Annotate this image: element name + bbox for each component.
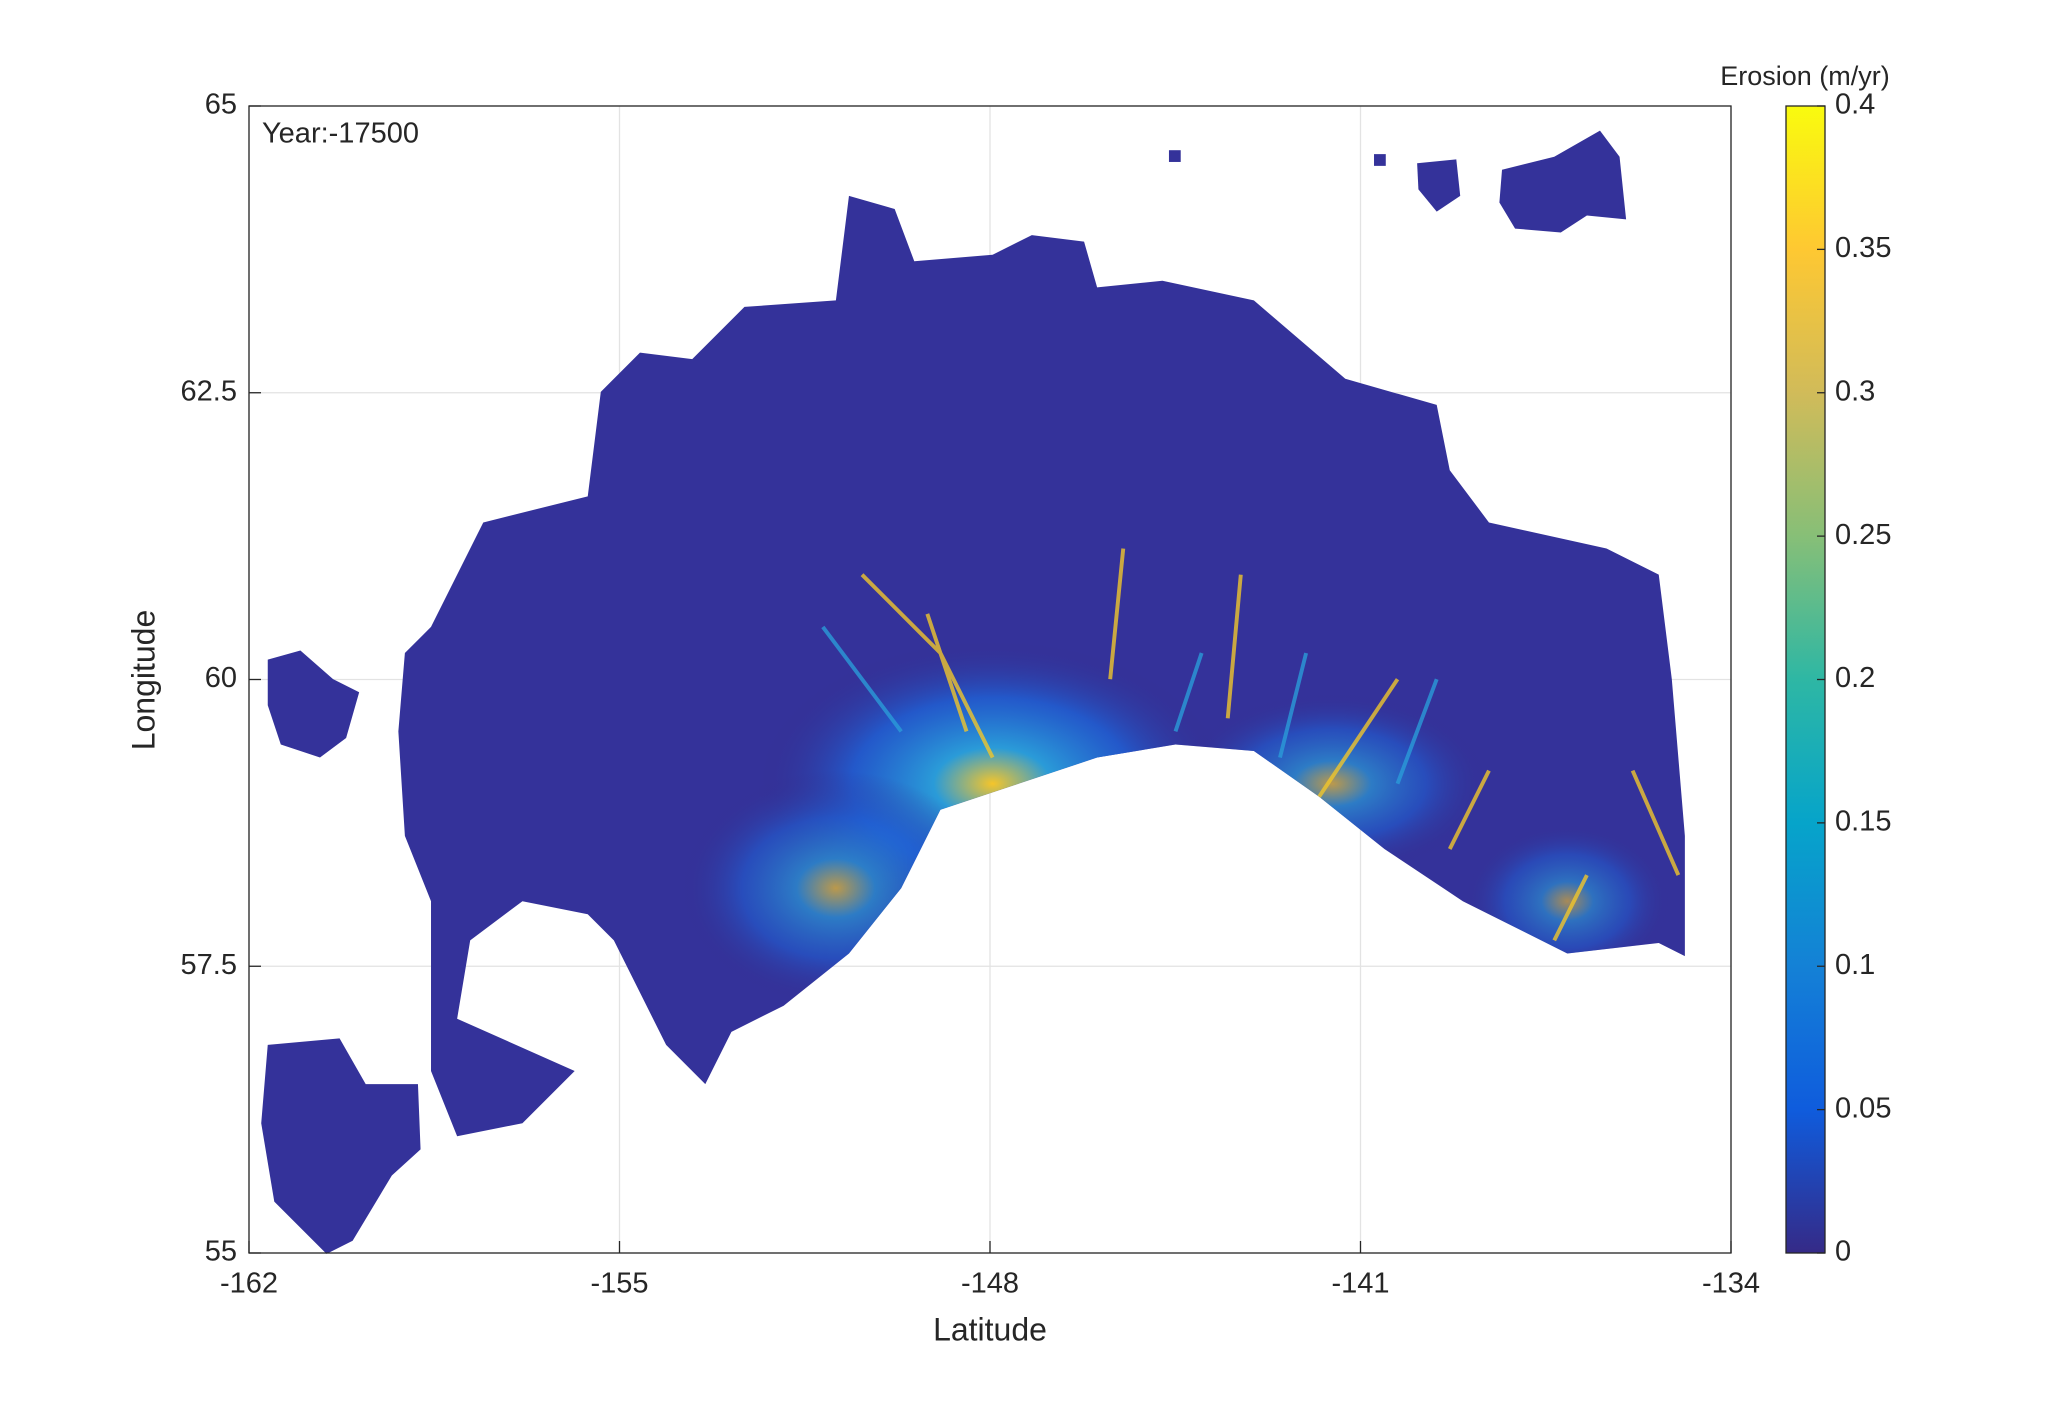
colorbar-title: Erosion (m/yr): [1720, 61, 1890, 91]
ice-region: [1499, 130, 1627, 233]
annotation: Year:-17500: [262, 118, 419, 150]
y-tick-label: 55: [205, 1236, 237, 1268]
ice-region: [267, 650, 360, 758]
y-tick-label: 57.5: [181, 949, 237, 981]
colorbar-tick-label: 0.15: [1835, 806, 1891, 838]
colorbar-tick-label: 0.4: [1835, 89, 1875, 121]
y-tick-label: 65: [205, 89, 237, 121]
x-tick-label: -141: [1331, 1268, 1389, 1300]
x-tick-label: -155: [590, 1268, 648, 1300]
colorbar-tick-label: 0: [1835, 1236, 1851, 1268]
colorbar-tick-label: 0.2: [1835, 662, 1875, 694]
ice-region: [261, 1038, 421, 1254]
y-tick-label: 62.5: [181, 375, 237, 407]
x-axis-label: Latitude: [933, 1311, 1047, 1347]
ice-region: [1374, 154, 1386, 166]
ice-region: [1168, 150, 1181, 162]
ice-region: [1417, 159, 1461, 212]
x-tick-label: -162: [220, 1268, 278, 1300]
colorbar-tick-label: 0.1: [1835, 949, 1875, 981]
x-tick-label: -134: [1702, 1268, 1760, 1300]
y-axis-label: Longitude: [125, 610, 161, 751]
colorbar-tick-label: 0.3: [1835, 375, 1875, 407]
colorbar-tick-label: 0.35: [1835, 232, 1891, 264]
x-tick-label: -148: [961, 1268, 1019, 1300]
y-tick-label: 60: [205, 662, 237, 694]
colorbar-tick-label: 0.25: [1835, 519, 1891, 551]
colorbar-tick-label: 0.05: [1835, 1092, 1891, 1124]
axes: [248, 105, 1732, 1254]
